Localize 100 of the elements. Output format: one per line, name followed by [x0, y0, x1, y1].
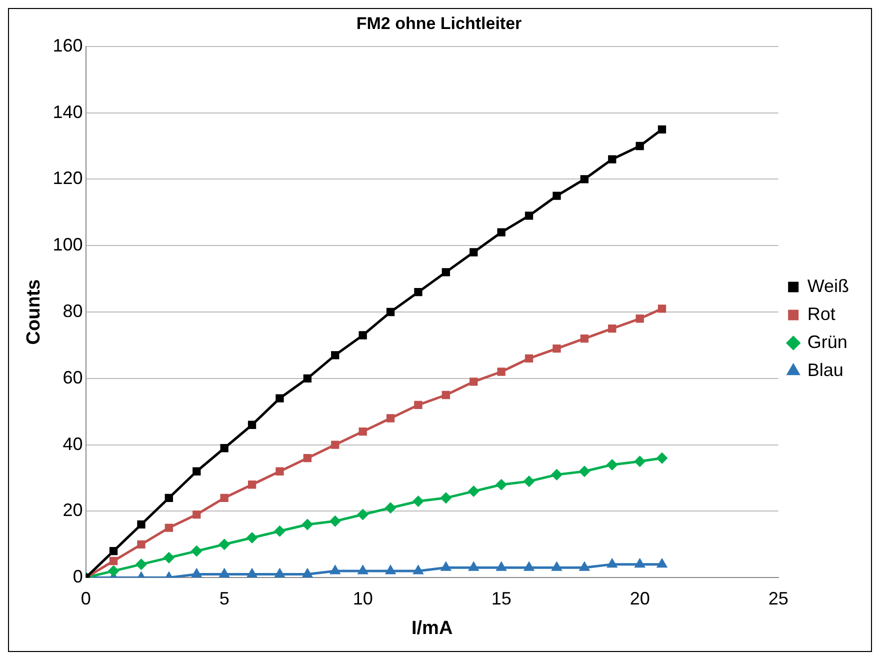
- point: [386, 414, 395, 422]
- x-tick-label: 20: [630, 588, 650, 608]
- point: [635, 559, 645, 568]
- point: [497, 228, 506, 236]
- point: [552, 344, 561, 353]
- point: [496, 562, 506, 571]
- point: [414, 288, 422, 296]
- y-axis-title: Counts: [24, 279, 45, 345]
- point: [248, 420, 256, 429]
- point: [551, 469, 562, 480]
- point: [358, 566, 368, 574]
- point: [658, 125, 666, 134]
- point: [274, 526, 285, 536]
- point: [136, 559, 146, 570]
- point: [441, 562, 451, 571]
- point: [330, 516, 340, 526]
- legend-label: Blau: [807, 360, 844, 380]
- point: [303, 454, 312, 462]
- point: [220, 569, 230, 578]
- point: [331, 440, 340, 449]
- y-tick-label: 80: [62, 300, 83, 321]
- point: [219, 539, 230, 550]
- x-tick-label: 15: [491, 588, 512, 608]
- point: [164, 552, 174, 563]
- point: [636, 142, 644, 150]
- point: [386, 566, 396, 574]
- point: [524, 212, 534, 220]
- point: [191, 546, 202, 556]
- legend-label: Weiß: [807, 276, 850, 296]
- point: [246, 532, 258, 544]
- y-tick-label: 120: [52, 168, 83, 188]
- point: [606, 459, 618, 470]
- point: [109, 546, 118, 556]
- point: [442, 268, 450, 276]
- point: [468, 562, 478, 571]
- point: [607, 559, 617, 568]
- legend-label: Rot: [807, 304, 836, 324]
- point: [164, 524, 174, 532]
- point: [470, 248, 478, 256]
- point: [442, 390, 450, 400]
- point: [192, 569, 202, 578]
- y-tick-label: 140: [52, 102, 83, 122]
- legend-label: Grün: [807, 332, 848, 352]
- y-tick-label: 60: [62, 367, 83, 388]
- point: [440, 492, 452, 504]
- point: [192, 510, 201, 519]
- point: [247, 569, 257, 578]
- point: [658, 304, 666, 313]
- point: [220, 494, 228, 502]
- point: [496, 479, 507, 490]
- point: [552, 562, 562, 571]
- x-axis-title: I/mA: [411, 618, 453, 639]
- point: [580, 175, 589, 184]
- point: [137, 520, 146, 529]
- point: [656, 452, 668, 464]
- point: [220, 444, 228, 452]
- point: [386, 308, 395, 316]
- point: [634, 456, 646, 467]
- point: [302, 569, 312, 578]
- point: [164, 494, 174, 502]
- point: [524, 562, 534, 571]
- point: [579, 466, 590, 477]
- y-tick-label: 40: [62, 434, 83, 454]
- y-tick-label: 0: [72, 566, 83, 587]
- x-tick-label: 25: [768, 588, 788, 608]
- point: [276, 467, 284, 476]
- point: [330, 566, 340, 574]
- point: [524, 476, 534, 487]
- x-tick-label: 10: [352, 588, 373, 608]
- x-tick-label: 5: [219, 588, 230, 608]
- point: [331, 351, 340, 360]
- point: [552, 192, 561, 200]
- y-tick-label: 160: [52, 35, 83, 56]
- y-tick-label: 100: [52, 234, 83, 255]
- point: [137, 540, 146, 548]
- point: [303, 374, 312, 382]
- point: [358, 427, 367, 436]
- point: [109, 556, 118, 566]
- point: [302, 519, 313, 530]
- point: [358, 509, 368, 520]
- chart-title: FM2 ohne Lichtleiter: [356, 14, 522, 33]
- point: [414, 400, 422, 410]
- point: [524, 354, 534, 363]
- point: [358, 331, 367, 340]
- point: [470, 378, 478, 386]
- point: [608, 155, 616, 164]
- point: [414, 566, 423, 574]
- point: [276, 394, 284, 402]
- point: [580, 334, 589, 343]
- point: [657, 559, 667, 568]
- point: [385, 502, 396, 514]
- point: [192, 467, 201, 476]
- point: [108, 566, 119, 576]
- point: [636, 314, 644, 323]
- y-tick-label: 20: [62, 500, 83, 520]
- point: [248, 480, 256, 489]
- point: [580, 562, 590, 571]
- point: [412, 496, 424, 506]
- point: [468, 486, 479, 497]
- point: [497, 368, 506, 376]
